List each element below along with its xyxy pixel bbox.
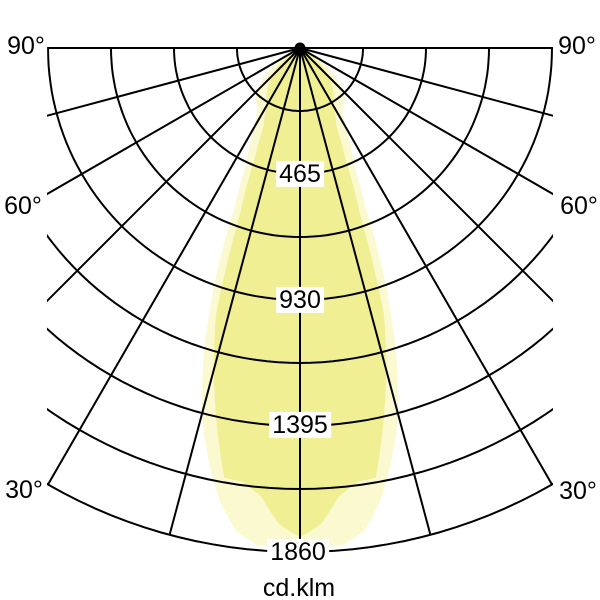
angle-label-right-90: 90° (556, 31, 598, 60)
angle-gridline (299, 47, 553, 485)
angle-label-left-30: 30° (3, 475, 45, 504)
angle-gridline (299, 47, 553, 117)
angle-gridline (47, 47, 301, 303)
angle-gridline (299, 47, 553, 303)
angle-gridline (168, 47, 301, 536)
radial-label-1860: 1860 (267, 539, 329, 565)
origin-dot (294, 42, 306, 54)
radial-label-465: 465 (276, 161, 324, 187)
radial-label-930: 930 (276, 287, 324, 313)
angle-gridline (47, 47, 301, 196)
angle-label-right-30: 30° (557, 476, 599, 505)
angle-gridline (299, 47, 553, 196)
angle-label-left-60: 60° (2, 191, 44, 220)
angle-gridline (47, 47, 301, 485)
angle-label-right-60: 60° (558, 191, 600, 220)
radial-label-1395: 1395 (269, 412, 331, 438)
angle-gridline (47, 47, 301, 117)
unit-label: cd.klm (262, 573, 336, 600)
angle-gridline (299, 47, 432, 536)
angle-label-left-90: 90° (5, 31, 47, 60)
